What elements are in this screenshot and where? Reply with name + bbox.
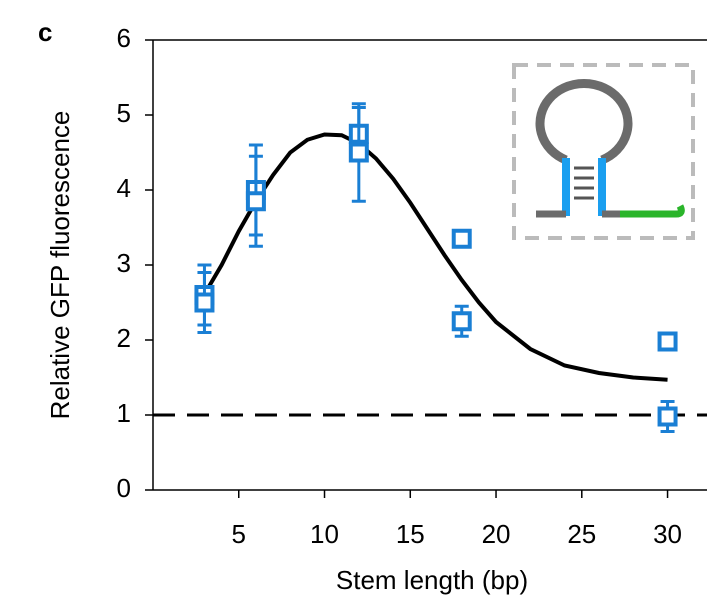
y-axis-label: Relative GFP fluorescence xyxy=(45,111,75,420)
y-tick-label: 6 xyxy=(117,23,131,53)
x-tick-label: 15 xyxy=(396,519,425,549)
x-tick-label: 20 xyxy=(482,519,511,549)
y-tick-label: 4 xyxy=(117,173,131,203)
inset-diagram xyxy=(512,63,695,240)
y-tick-label: 1 xyxy=(117,398,131,428)
loop xyxy=(535,79,633,165)
y-tick-label: 5 xyxy=(117,98,131,128)
x-tick-label: 10 xyxy=(310,519,339,549)
marker xyxy=(245,191,266,212)
marker xyxy=(451,311,472,332)
marker xyxy=(657,331,678,352)
marker xyxy=(194,292,215,313)
y-tick-label: 3 xyxy=(117,248,131,278)
x-tick-label: 5 xyxy=(232,519,246,549)
inset-frame xyxy=(512,63,695,240)
base-pairs xyxy=(574,166,594,200)
marker xyxy=(348,142,369,163)
x-tick-label: 25 xyxy=(567,519,596,549)
marker xyxy=(657,406,678,427)
marker xyxy=(451,228,472,249)
fit-curve xyxy=(204,132,668,382)
toehold xyxy=(620,204,685,218)
y-tick-label: 0 xyxy=(117,473,131,503)
x-tick-label: 30 xyxy=(653,519,682,549)
x-axis-label: Stem length (bp) xyxy=(336,565,528,595)
panel-label: c xyxy=(38,17,52,47)
y-tick-label: 2 xyxy=(117,323,131,353)
